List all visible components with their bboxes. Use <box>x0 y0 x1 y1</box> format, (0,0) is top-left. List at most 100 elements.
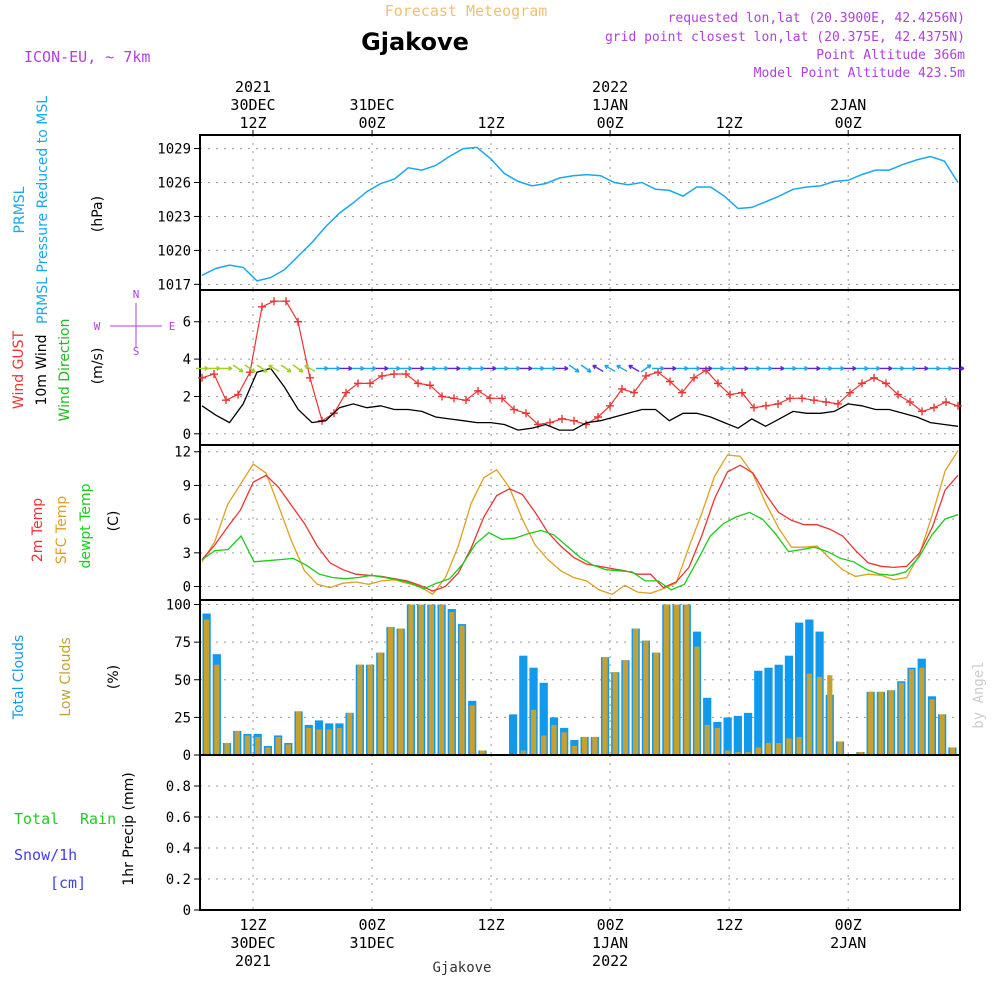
gust-marker <box>822 398 830 407</box>
time-label-bottom: 12Z <box>716 916 743 934</box>
low-clouds-bar <box>714 727 721 755</box>
time-label-top: 2022 <box>592 78 628 96</box>
low-clouds-bar <box>306 727 312 755</box>
wind-arrow <box>916 365 929 371</box>
low-clouds-bar <box>541 735 547 755</box>
gust-marker <box>882 379 890 388</box>
clouds-panel: 0 25 50 75 100 <box>166 598 961 764</box>
gust-marker <box>558 414 566 423</box>
gust-marker <box>306 373 314 382</box>
time-label-bottom: 12Z <box>239 916 266 934</box>
gust-marker <box>762 401 770 410</box>
clouds-unit: (%) <box>106 665 122 689</box>
total-clouds-bar <box>733 715 742 755</box>
total-clouds-bar <box>743 712 753 755</box>
precip-panel: 0 0.2 0.4 0.6 0.8 <box>166 754 961 919</box>
compass-south: S <box>133 345 140 358</box>
wind-arrow <box>832 365 845 371</box>
wind-panel: 0 2 4 6 <box>183 289 965 446</box>
model-altitude: Model Point Altitude 423.5m <box>754 66 965 81</box>
gust-marker <box>846 388 854 397</box>
y-tick-label: 1020 <box>157 243 191 259</box>
pressure-line <box>201 146 959 282</box>
time-label-bottom: 2021 <box>235 952 271 970</box>
wind-arrow <box>544 365 557 371</box>
low-clouds-bar <box>919 667 925 755</box>
low-clouds-bar <box>827 675 833 755</box>
wind-arrow <box>424 365 437 371</box>
grid-point-coords: grid point closest lon,lat (20.375E, 42.… <box>605 30 965 45</box>
compass-east: E <box>169 320 176 333</box>
gust-marker <box>426 381 434 390</box>
low-clouds-bar <box>633 628 639 755</box>
gust-marker <box>606 401 614 410</box>
wind-unit: (m/s) <box>90 348 106 385</box>
wind-arrow <box>400 365 413 371</box>
wind-arrow <box>784 365 797 371</box>
wind-arrow <box>736 365 749 371</box>
low-clouds-bar <box>336 727 343 755</box>
gust-marker <box>786 394 794 403</box>
snow-unit-label: [cm] <box>50 874 86 892</box>
compass-west: W <box>94 320 101 333</box>
pressure-label-2: PRMSL Pressure Reduced to MSL <box>35 96 51 324</box>
wind-arrow <box>904 365 917 371</box>
dewpt-label: dewpt Temp <box>78 483 94 568</box>
low-clouds-bar <box>479 750 486 755</box>
y-tick-label: 1029 <box>157 142 191 158</box>
gust-marker <box>942 398 950 407</box>
low-clouds-bar <box>888 690 894 755</box>
wind-arrow <box>508 365 521 371</box>
total-clouds-bar <box>539 682 548 755</box>
gust-marker <box>642 371 650 380</box>
y-tick-label: 0 <box>183 580 191 596</box>
total-clouds-bar <box>784 655 794 755</box>
gust-marker <box>498 394 506 403</box>
wind-arrow <box>640 364 652 373</box>
wind-arrow <box>856 365 869 371</box>
low-clouds-bar <box>929 699 935 755</box>
gust-marker <box>450 394 458 403</box>
low-clouds-bar <box>449 612 455 755</box>
wind-arrow <box>352 365 365 371</box>
low-clouds-bar <box>428 604 434 755</box>
gust-marker <box>414 379 422 388</box>
gust-marker <box>678 388 686 397</box>
wind-arrow <box>484 365 497 371</box>
y-tick-label: 3 <box>183 546 191 562</box>
wind-arrow <box>388 365 401 371</box>
wind-arrow <box>304 364 316 373</box>
low-clouds-bar <box>878 691 884 755</box>
low-clouds-bar <box>530 709 537 755</box>
gust-marker <box>918 407 926 416</box>
wind-arrow <box>472 365 485 371</box>
time-label-top: 00Z <box>835 114 862 132</box>
model-label: ICON-EU, ~ 7km <box>24 48 150 66</box>
temp2m-line <box>201 464 959 592</box>
gust-marker <box>390 370 398 379</box>
low-clouds-bar <box>347 712 353 755</box>
gust-marker <box>510 405 518 414</box>
time-label-bottom: 12Z <box>478 916 505 934</box>
requested-coords: requested lon,lat (20.3900E, 42.4256N) <box>668 11 965 26</box>
low-clouds-bar <box>898 682 904 755</box>
wind-arrow <box>688 365 701 371</box>
wind-arrow <box>328 365 341 371</box>
low-clouds-bar <box>275 736 281 755</box>
time-label-top: 30DEC <box>230 96 275 114</box>
compass-north: N <box>133 288 140 301</box>
low-clouds-bar <box>469 705 475 755</box>
y-tick-label: 4 <box>183 352 191 368</box>
low-clouds-bar <box>735 751 741 755</box>
wind-arrow <box>796 365 809 371</box>
gust-marker <box>726 390 734 399</box>
low-clouds-bar <box>408 604 414 755</box>
y-tick-label: 9 <box>183 478 191 494</box>
y-tick-label: 50 <box>174 673 191 689</box>
wind-arrow <box>520 365 533 371</box>
wind-arrow <box>316 365 329 371</box>
low-clouds-label: Low Clouds <box>58 637 74 716</box>
low-clouds-bar <box>204 619 210 755</box>
time-label-bottom: 31DEC <box>349 934 394 952</box>
